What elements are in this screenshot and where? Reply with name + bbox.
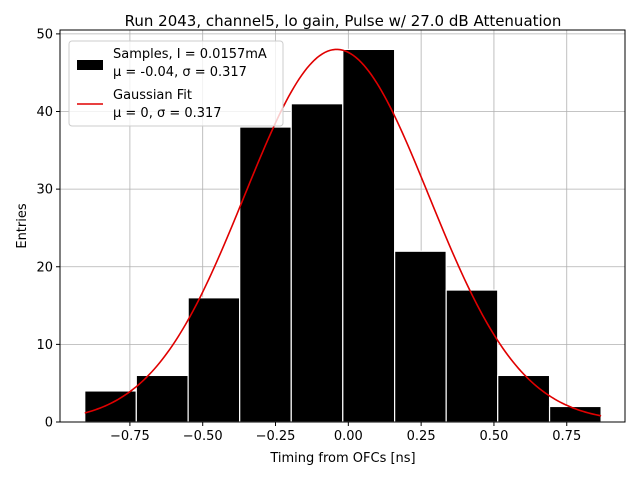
x-axis-label: Timing from OFCs [ns] (269, 451, 415, 466)
y-tick-label: 50 (36, 27, 53, 42)
legend-samples-stats: μ = -0.04, σ = 0.317 (113, 65, 247, 80)
y-axis-label: Entries (15, 203, 30, 249)
histogram-bar (394, 250, 447, 423)
histogram-bar (84, 390, 137, 423)
y-tick-label: 0 (45, 416, 53, 431)
plot-frame (59, 29, 626, 423)
x-axis-ticks: −0.75 −0.50 −0.25 0.00 0.25 0.50 0.75 (110, 422, 581, 444)
legend-fit-stats: μ = 0, σ = 0.317 (113, 106, 222, 121)
legend: Samples, I = 0.0157mA μ = -0.04, σ = 0.3… (68, 40, 284, 127)
y-tick-label: 20 (36, 260, 53, 275)
x-tick-label: 0.75 (552, 429, 581, 444)
histogram-bar (290, 103, 344, 423)
x-tick-label: 0.00 (334, 429, 363, 444)
x-tick-label: −0.25 (256, 429, 296, 444)
histogram-bar (342, 48, 396, 423)
x-tick-label: 0.25 (407, 429, 436, 444)
legend-samples-swatch (77, 60, 103, 70)
y-tick-label: 30 (36, 183, 53, 198)
histogram-bar (135, 374, 189, 423)
gaussian-fit-curve (84, 48, 602, 417)
x-tick-label: 0.50 (479, 429, 508, 444)
x-tick-label: −0.50 (183, 429, 223, 444)
y-tick-label: 40 (36, 105, 53, 120)
histogram-bar (445, 289, 499, 423)
legend-box (68, 40, 284, 127)
legend-fit-label: Gaussian Fit (113, 88, 192, 103)
chart-title: Run 2043, channel5, lo gain, Pulse w/ 27… (125, 12, 562, 30)
x-tick-label: −0.75 (110, 429, 150, 444)
histogram-bar (187, 297, 241, 423)
y-tick-label: 10 (36, 338, 53, 353)
y-axis-ticks: 0 10 20 30 40 50 (36, 27, 60, 431)
histogram-bars (84, 48, 602, 423)
histogram-bar (497, 374, 551, 423)
legend-samples-label: Samples, I = 0.0157mA (113, 47, 267, 62)
histogram-bar (239, 126, 292, 423)
